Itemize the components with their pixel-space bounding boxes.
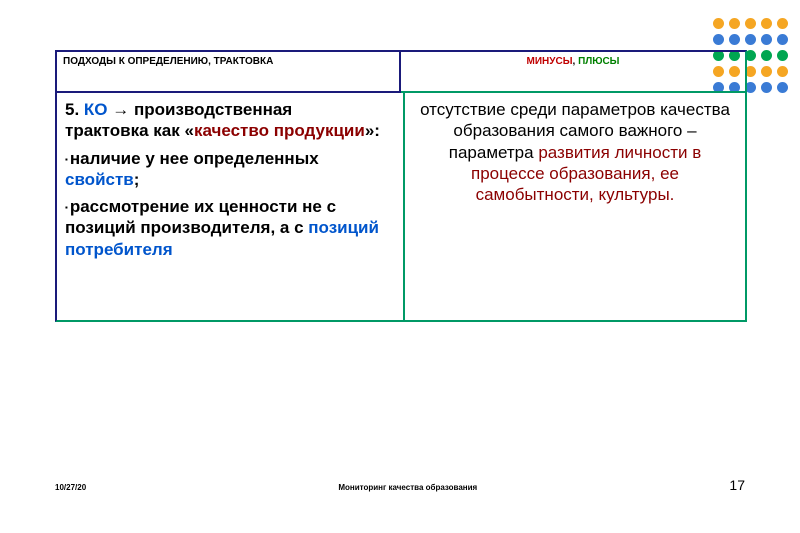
dot-icon (729, 18, 740, 29)
dot-icon (761, 50, 772, 61)
footer-date: 10/27/20 (55, 483, 86, 492)
body-left: 5. КО → производственная трактовка как «… (57, 93, 405, 320)
dot-icon (777, 82, 788, 93)
dot-icon (761, 82, 772, 93)
b1c: ; (134, 170, 140, 189)
footer-title: Мониторинг качества образования (86, 483, 729, 492)
dot-icon (777, 50, 788, 61)
dot-icon (777, 66, 788, 77)
header-pluses: ПЛЮСЫ (578, 56, 619, 67)
body-right: отсутствие среди параметров качества обр… (405, 93, 745, 320)
content-table: ПОДХОДЫ К ОПРЕДЕЛЕНИЮ, ТРАКТОВКА МИНУСЫ,… (55, 50, 747, 322)
l1a: 5. (65, 100, 84, 119)
l2c: »: (365, 121, 380, 140)
l2a: трактовка как « (65, 121, 194, 140)
dot-icon (761, 66, 772, 77)
header-right: МИНУСЫ, ПЛЮСЫ (401, 52, 745, 93)
b1b: свойств (65, 170, 134, 189)
dot-icon (761, 34, 772, 45)
dot-icon (777, 18, 788, 29)
dot-icon (745, 34, 756, 45)
dot-row (713, 34, 788, 45)
dot-icon (745, 18, 756, 29)
dot-icon (777, 34, 788, 45)
left-bullet1: ▪наличие у нее определенных свойств; (65, 148, 395, 191)
b1a: наличие у нее определенных (70, 149, 319, 168)
dot-icon (729, 34, 740, 45)
left-line2: трактовка как «качество продукции»: (65, 120, 395, 141)
dot-icon (713, 34, 724, 45)
dot-icon (713, 18, 724, 29)
left-line1: 5. КО → производственная (65, 99, 395, 120)
dot-icon (761, 18, 772, 29)
header-left: ПОДХОДЫ К ОПРЕДЕЛЕНИЮ, ТРАКТОВКА (57, 52, 401, 93)
dot-row (713, 18, 788, 29)
footer: 10/27/20 Мониторинг качества образования… (55, 477, 745, 493)
b2a: рассмотрение их ценности не с позиций пр… (65, 197, 336, 237)
left-bullet2: ▪рассмотрение их ценности не с позиций п… (65, 196, 395, 260)
l1c: → производственная (108, 100, 293, 119)
l2b: качество продукции (194, 121, 365, 140)
l1b: КО (84, 100, 108, 119)
header-minuses: МИНУСЫ (527, 56, 573, 67)
footer-page: 17 (729, 477, 745, 493)
